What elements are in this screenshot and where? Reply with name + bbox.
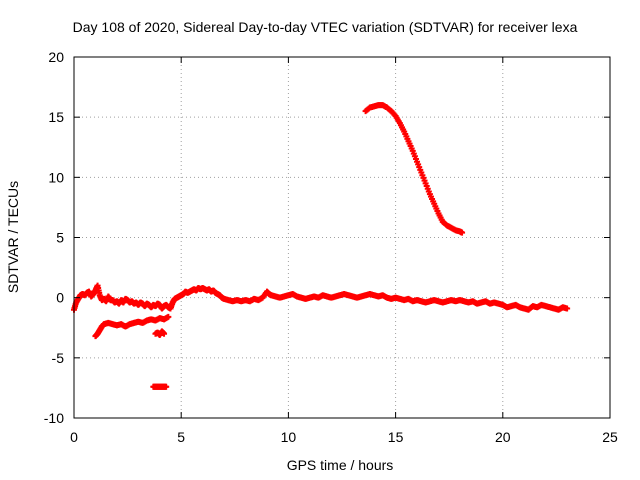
x-tick-label: 0 <box>70 429 78 445</box>
y-tick-label: 20 <box>48 49 64 65</box>
series-cluster-outlier <box>150 383 170 390</box>
series-main-band <box>71 282 571 313</box>
data-point <box>459 229 466 236</box>
y-tick-label: -10 <box>44 410 64 426</box>
tick-label-layer: 0 5 10 15 20 25 -10 -5 0 5 10 15 20 <box>44 49 618 445</box>
y-tick-label: 10 <box>48 169 64 185</box>
grid-layer <box>74 57 610 418</box>
x-tick-label: 25 <box>602 429 618 445</box>
data-point <box>161 330 168 337</box>
x-tick-label: 5 <box>177 429 185 445</box>
data-point <box>165 313 172 320</box>
x-tick-label: 15 <box>388 429 404 445</box>
y-tick-label: -5 <box>52 350 65 366</box>
x-tick-label: 10 <box>281 429 297 445</box>
plot-frame <box>73 56 611 419</box>
data-point <box>564 305 571 312</box>
y-axis-label: SDTVAR / TECUs <box>5 181 21 293</box>
data-point <box>163 383 170 390</box>
x-tick-label: 20 <box>495 429 511 445</box>
series-lower-band <box>92 313 172 340</box>
data-layer <box>71 102 571 390</box>
series-upper-arc <box>362 102 466 236</box>
chart-title: Day 108 of 2020, Sidereal Day-to-day VTE… <box>73 19 578 35</box>
y-tick-label: 15 <box>48 109 64 125</box>
y-tick-label: 0 <box>56 290 64 306</box>
series-cluster-small <box>152 328 168 338</box>
y-tick-label: 5 <box>56 230 64 246</box>
x-axis-label: GPS time / hours <box>287 457 394 473</box>
